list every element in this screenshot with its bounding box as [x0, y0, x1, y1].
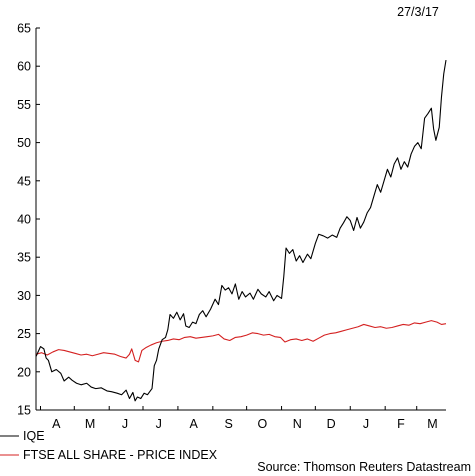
x-tick-label: M [85, 417, 95, 431]
y-tick-label: 35 [17, 251, 31, 265]
y-tick-label: 20 [17, 365, 31, 379]
series-layer [35, 60, 447, 402]
y-tick-label: 25 [17, 327, 31, 341]
series-line-ftse [35, 320, 447, 363]
x-tick-label: D [327, 417, 336, 431]
legend-label-iqe: IQE [23, 429, 45, 443]
x-tick-label: A [52, 417, 61, 431]
x-tick-label: O [258, 417, 268, 431]
y-tick-label: 45 [17, 174, 31, 188]
source-note: Source: Thomson Reuters Datastream [257, 460, 471, 474]
legend-label-ftse: FTSE ALL SHARE - PRICE INDEX [23, 448, 218, 462]
x-tick-label: S [224, 417, 232, 431]
date-label: 27/3/17 [397, 5, 439, 19]
x-tick-label: J [363, 417, 369, 431]
x-tick-label: M [427, 417, 437, 431]
x-tick-label: J [156, 417, 162, 431]
y-tick-label: 65 [17, 22, 31, 36]
x-tick-label: N [293, 417, 302, 431]
series-line-iqe [35, 60, 447, 402]
x-tick-label: F [397, 417, 405, 431]
y-axis: 15 20 25 30 35 40 45 50 55 60 65 [17, 22, 40, 418]
x-tick-label: J [122, 417, 128, 431]
y-tick-label: 50 [17, 136, 31, 150]
x-tick-label: A [190, 417, 199, 431]
y-tick-label: 15 [17, 404, 31, 418]
y-tick-label: 55 [17, 98, 31, 112]
legend: IQE FTSE ALL SHARE - PRICE INDEX [0, 429, 218, 462]
y-tick-label: 40 [17, 213, 31, 227]
y-tick-label: 60 [17, 60, 31, 74]
y-tick-label: 30 [17, 289, 31, 303]
